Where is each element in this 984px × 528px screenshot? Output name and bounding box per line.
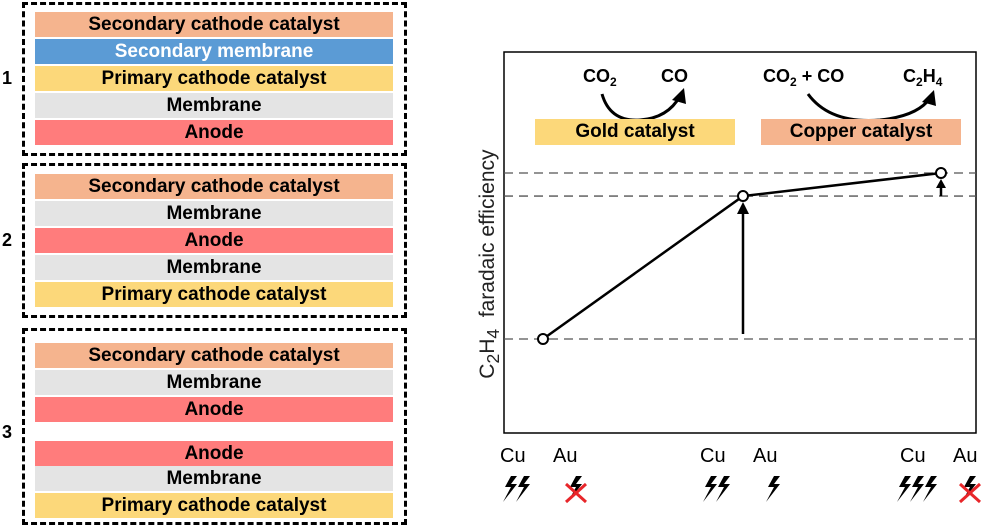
bolt-icon — [503, 476, 517, 502]
bolt-icon — [897, 476, 911, 502]
reaction-2-product: C2H4 — [903, 66, 943, 89]
bolt-icon — [766, 476, 780, 502]
stack-1-layer-4: Membrane — [35, 93, 393, 118]
disabled-cross-icon-2 — [564, 482, 588, 504]
stack-2-layer-2: Membrane — [35, 201, 393, 226]
bolt-icon — [923, 476, 937, 502]
reaction-1-product: CO — [661, 66, 688, 86]
increase-arrow-1-head — [737, 202, 749, 215]
stack-2-layer-5: Primary cathode catalyst — [35, 282, 393, 307]
stack-3-layer-3: Anode — [35, 397, 393, 422]
stack-1-layer-1: Secondary cathode catalyst — [35, 12, 393, 37]
stack-1-layer-2: Secondary membrane — [35, 39, 393, 64]
x-label-au-2: Au — [753, 445, 778, 467]
stack-2-layer-4: Membrane — [35, 255, 393, 280]
bolt-icon — [516, 476, 530, 502]
x-label-cu-2: Cu — [700, 445, 726, 467]
data-point-1 — [537, 333, 549, 345]
stack-1-layer-3: Primary cathode catalyst — [35, 66, 393, 91]
x-label-cu-1: Cu — [500, 445, 526, 467]
stack-3-layer-2: Membrane — [35, 370, 393, 395]
stack-3: Secondary cathode catalyst Membrane Anod… — [22, 328, 407, 525]
stack-2: Secondary cathode catalyst Membrane Anod… — [22, 163, 407, 318]
reaction-arrow-gold — [600, 93, 682, 122]
reaction-arrow-copper-head — [922, 90, 936, 106]
copper-catalyst-box: Copper catalyst — [761, 119, 961, 145]
stack-1: Secondary cathode catalyst Secondary mem… — [22, 2, 407, 156]
reaction-arrow-copper — [806, 93, 932, 122]
stack-2-layer-1: Secondary cathode catalyst — [35, 174, 393, 199]
stack-3-layer-6: Primary cathode catalyst — [35, 493, 393, 518]
disabled-cross-icon-2 — [958, 482, 982, 504]
reaction-1-reactant: CO2 — [583, 66, 617, 89]
bolt-icon — [716, 476, 730, 502]
stack-3-layer-4: Anode — [35, 441, 393, 466]
stack-2-number: 2 — [2, 230, 13, 250]
x-label-au-3: Au — [953, 445, 978, 467]
plot-frame — [503, 51, 977, 434]
reaction-2-reactant: CO2 + CO — [763, 66, 845, 89]
stack-2-layer-3: Anode — [35, 228, 393, 253]
bolt-icon — [703, 476, 717, 502]
stack-3-layer-5: Membrane — [35, 466, 393, 491]
stack-3-layer-1: Secondary cathode catalyst — [35, 343, 393, 368]
data-point-3 — [935, 167, 947, 179]
increase-arrow-2-head — [936, 179, 946, 188]
gold-catalyst-box: Gold catalyst — [535, 119, 735, 145]
data-point-2 — [737, 190, 749, 203]
reaction-arrow-gold-head — [672, 88, 686, 104]
x-label-cu-3: Cu — [900, 445, 926, 467]
stack-3-number: 3 — [2, 422, 13, 442]
y-axis-label: C2H4 faradaic efficiency — [475, 149, 504, 379]
bolt-icon — [910, 476, 924, 502]
stack-1-number: 1 — [2, 68, 13, 88]
stack-1-layer-5: Anode — [35, 120, 393, 145]
bolt-icons — [503, 476, 982, 504]
x-label-au-1: Au — [553, 445, 578, 467]
